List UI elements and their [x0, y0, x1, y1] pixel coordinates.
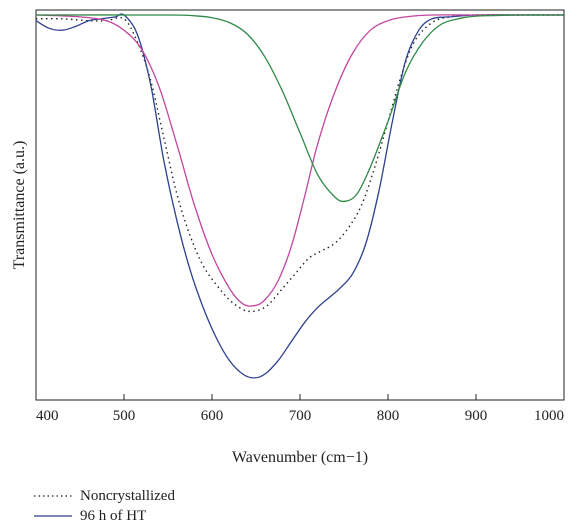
- legend-swatch-dotted: [34, 495, 72, 497]
- series-noncrystallized: [35, 14, 564, 313]
- legend-item-96h-ht: 96 h of HT: [34, 506, 175, 526]
- legend: Noncrystallized 96 h of HT: [34, 486, 175, 526]
- legend-item-noncrystallized: Noncrystallized: [34, 486, 175, 506]
- x-tick-label: 700: [289, 408, 312, 424]
- x-tick-label: 900: [465, 408, 488, 424]
- x-tick-label: 500: [113, 408, 136, 424]
- legend-label-noncrystallized: Noncrystallized: [80, 487, 175, 504]
- series-96h-ht: [35, 13, 564, 379]
- series-group: [35, 13, 565, 379]
- x-tick-label: 400: [36, 408, 59, 424]
- x-tick-label: 800: [377, 408, 400, 424]
- x-tick-label: 600: [201, 408, 224, 424]
- series-green: [35, 14, 565, 203]
- x-ticks: 400 500 600 700 800 900 1000: [35, 394, 565, 424]
- x-axis-label: Wavenumber (cm−1): [232, 449, 368, 466]
- y-axis-label: Transmittance (a.u.): [11, 141, 28, 270]
- legend-swatch-solid-blue: [34, 515, 72, 517]
- ftir-chart: 400 500 600 700 800 900 1000 Wavenumber (cm−1)…: [11, 9, 565, 466]
- legend-label-96h-ht: 96 h of HT: [80, 507, 147, 524]
- plot-frame: [35, 9, 565, 401]
- series-magenta: [35, 14, 564, 307]
- x-tick-label: 1000: [534, 408, 564, 424]
